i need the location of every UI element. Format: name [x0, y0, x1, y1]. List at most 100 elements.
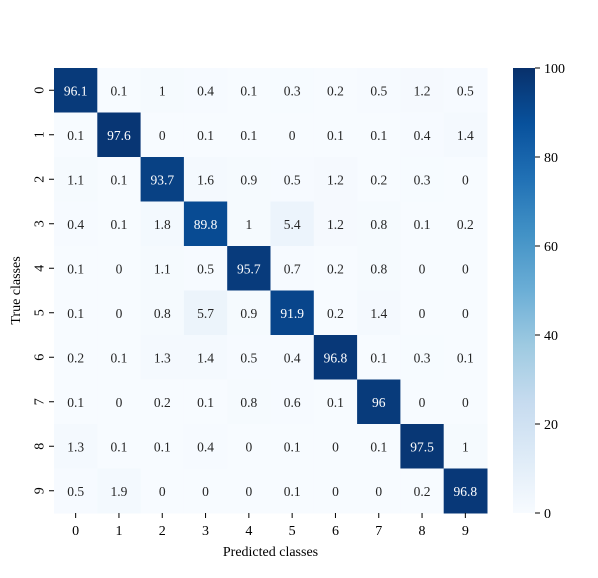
- cell-value-label: 0.1: [240, 128, 257, 143]
- heatmap-cell: [400, 468, 445, 514]
- cell-value-label: 0.8: [240, 395, 257, 410]
- x-tick-label: 0: [72, 524, 79, 539]
- colorbar-tick-label: 100: [544, 62, 565, 77]
- cell-value-label: 0.3: [414, 350, 431, 365]
- heatmap-cell: [313, 68, 358, 113]
- heatmap-cell: [227, 468, 271, 514]
- x-tick-label: 9: [462, 524, 469, 539]
- colorbar-ticks: 0 20 40 60 80 100: [535, 62, 565, 522]
- y-tick-label: 2: [33, 176, 48, 183]
- cell-value-label: 0: [462, 172, 469, 187]
- heatmap-cell: [357, 201, 401, 247]
- heatmap-cell: [54, 157, 98, 202]
- cell-value-label: 0: [245, 484, 252, 499]
- heatmap-cell: [183, 335, 228, 380]
- heatmap-cell: [54, 68, 98, 113]
- heatmap-cell: [357, 468, 401, 514]
- heatmap-cell: [140, 246, 185, 291]
- heatmap-cell: [357, 157, 401, 202]
- heatmap-cell: [97, 68, 142, 113]
- cell-value-label: 0.1: [370, 439, 387, 454]
- heatmap-cell: [227, 290, 271, 336]
- heatmap-cell: [313, 290, 358, 336]
- cell-value-label: 0.2: [414, 484, 431, 499]
- heatmap-cell: [227, 112, 271, 158]
- cell-value-label: 0: [245, 439, 252, 454]
- heatmap-cell: [443, 246, 488, 291]
- cell-value-label: 0.4: [414, 128, 431, 143]
- cell-value-label: 0: [332, 484, 339, 499]
- cell-value-label: 0.3: [284, 83, 301, 98]
- cell-value-label: 0.2: [457, 217, 474, 232]
- heatmap-cell: [54, 335, 98, 380]
- cell-value-label: 0.6: [284, 395, 301, 410]
- heatmap-cell: [227, 68, 271, 113]
- heatmap-cell: [443, 379, 488, 425]
- cell-value-label: 0: [462, 261, 469, 276]
- cell-value-label: 97.6: [107, 128, 131, 143]
- cell-value-label: 0.2: [327, 83, 344, 98]
- heatmap-cell: [270, 424, 315, 469]
- heatmap-cell: [140, 157, 185, 202]
- cell-value-label: 0.4: [197, 83, 214, 98]
- y-tick-label: 5: [33, 309, 48, 316]
- colorbar-tick-label: 20: [544, 418, 558, 433]
- cell-value-label: 0: [462, 395, 469, 410]
- cell-value-label: 0.2: [327, 261, 344, 276]
- heatmap-cell: [270, 201, 315, 247]
- heatmap-cell: [183, 290, 228, 336]
- x-axis-title: Predicted classes: [223, 545, 318, 560]
- x-tick-label: 4: [245, 524, 252, 539]
- cell-value-label: 0.1: [111, 350, 128, 365]
- heatmap-cell: [97, 112, 142, 158]
- heatmap-cell: [313, 112, 358, 158]
- heatmap-cell: [400, 112, 445, 158]
- cell-value-label: 0.1: [197, 395, 214, 410]
- heatmap-cell: [443, 157, 488, 202]
- heatmap-cell: [400, 201, 445, 247]
- heatmap-cell: [97, 157, 142, 202]
- heatmap-cell: [97, 424, 142, 469]
- cell-value-label: 96: [372, 395, 386, 410]
- colorbar: [513, 68, 535, 513]
- heatmap-cell: [97, 246, 142, 291]
- heatmap-cell: [140, 424, 185, 469]
- heatmap-cell: [97, 290, 142, 336]
- cell-value-label: 0: [116, 395, 123, 410]
- cell-value-label: 0.8: [154, 306, 171, 321]
- heatmap-cell: [270, 157, 315, 202]
- heatmap-cell: [357, 379, 401, 425]
- heatmap-cell: [400, 246, 445, 291]
- cell-value-label: 96.8: [454, 484, 478, 499]
- heatmap-cell: [54, 468, 98, 514]
- y-tick-label: 9: [33, 487, 48, 494]
- heatmap-cell: [400, 379, 445, 425]
- cell-value-label: 0.5: [457, 83, 474, 98]
- heatmap-cell: [400, 68, 445, 113]
- x-tick-label: 1: [115, 524, 122, 539]
- heatmap-cell: [443, 468, 488, 514]
- heatmap-cell: [270, 112, 315, 158]
- cell-value-label: 0.1: [370, 128, 387, 143]
- x-tick-label: 5: [289, 524, 296, 539]
- cell-value-label: 1: [159, 83, 166, 98]
- cell-value-label: 0.9: [240, 172, 257, 187]
- y-tick-label: 1: [33, 131, 48, 138]
- cell-value-label: 0.1: [457, 350, 474, 365]
- cell-value-label: 96.1: [64, 83, 88, 98]
- cell-value-label: 89.8: [194, 217, 218, 232]
- cell-value-label: 0.1: [327, 128, 344, 143]
- cell-value-label: 1.2: [414, 83, 431, 98]
- cell-value-label: 1: [462, 439, 469, 454]
- cell-value-label: 0: [462, 306, 469, 321]
- cell-value-label: 0: [116, 306, 123, 321]
- heatmap-cell: [270, 290, 315, 336]
- heatmap-cell: [357, 246, 401, 291]
- cell-value-label: 91.9: [280, 306, 304, 321]
- heatmap-cell: [183, 201, 228, 247]
- cell-value-label: 0.1: [67, 128, 84, 143]
- cell-value-label: 93.7: [150, 172, 174, 187]
- cell-value-label: 0.1: [111, 217, 128, 232]
- heatmap-cell: [400, 424, 445, 469]
